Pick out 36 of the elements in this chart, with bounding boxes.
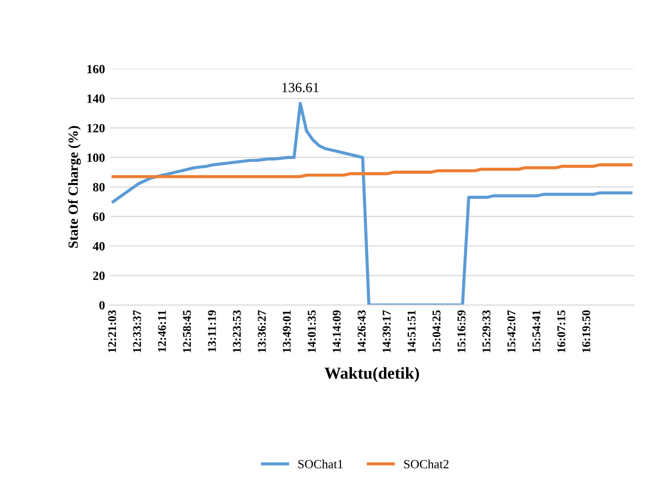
y-tick-label: 40	[92, 242, 105, 250]
data-label: 136.61	[282, 82, 319, 92]
x-tick-label: 15:29:33	[482, 310, 490, 352]
x-tick-label: 15:16:59	[458, 310, 466, 352]
legend-label: SOChat2	[404, 460, 448, 468]
x-tick-label: 14:39:17	[382, 310, 391, 352]
x-tick-label: 14:14:09	[332, 310, 341, 352]
x-tick-label: 14:26:43	[358, 310, 366, 352]
x-tick-label: 14:51:51	[408, 310, 416, 352]
x-tick-label: 15:42:07	[507, 310, 516, 352]
line-series	[112, 163, 632, 178]
x-tick-label: 16:07:15	[557, 310, 566, 352]
x-tick-label: 12:58:45	[182, 310, 191, 352]
x-tick-label: 15:04:25	[432, 310, 441, 352]
x-tick-label: 13:11:19	[208, 310, 216, 352]
x-tick-label: 16:19:50	[582, 310, 590, 352]
y-tick-label: 60	[93, 212, 105, 221]
x-tick-label: 12:21:03	[108, 310, 116, 352]
x-axis-title: Waktu(detik)	[324, 367, 419, 382]
y-tick-label: 20	[93, 272, 105, 280]
y-tick-label: 0	[99, 301, 105, 310]
x-tick-label: 12:33:37	[133, 310, 142, 352]
x-tick-label: 13:23:53	[232, 310, 241, 352]
y-tick-label: 160	[87, 64, 105, 74]
x-tick-label: 14:01:35	[308, 310, 316, 352]
y-tick-label: 100	[87, 153, 105, 162]
line-series	[112, 102, 632, 306]
y-tick-label: 120	[87, 124, 105, 132]
y-axis-title: State Of Charge (%)	[68, 126, 81, 248]
legend-label: SOChat1	[298, 460, 343, 468]
x-tick-label: 12:46:11	[158, 310, 166, 352]
x-tick-label: 13:36:27	[258, 310, 266, 352]
x-tick-label: 15:54:41	[532, 310, 540, 352]
x-tick-label: 13:49:01	[282, 310, 291, 352]
y-tick-label: 140	[87, 94, 105, 103]
y-tick-label: 80	[93, 182, 105, 192]
